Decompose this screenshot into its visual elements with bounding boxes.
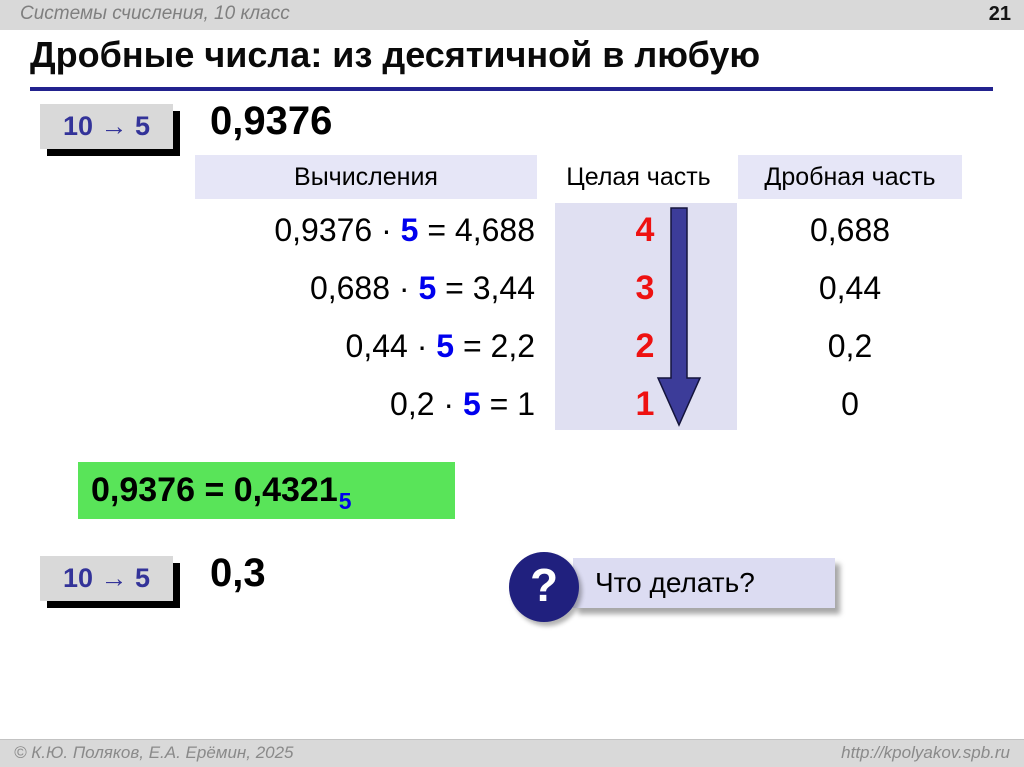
table-header-fractional-part: Дробная часть: [738, 155, 962, 199]
calc-left: 0,688 ·: [309, 269, 419, 306]
table-row-calc: 0,9376 · 5 = 4,688: [195, 202, 535, 258]
table-header-calculations: Вычисления: [195, 155, 537, 199]
table-row-fraction: 0,688: [809, 211, 891, 248]
table-row-fraction: 0,44: [818, 269, 882, 306]
calc-right: = 1: [480, 385, 535, 422]
table-row-calc: 0,688 · 5 = 3,44: [195, 260, 535, 316]
base-conversion-badge-1: 10 → 5: [40, 104, 173, 149]
calc-left: 0,2 ·: [390, 385, 463, 422]
calc-right: = 3,44: [436, 269, 535, 306]
title-underline: [30, 87, 993, 91]
page-title: Дробные числа: из десятичной в любую: [30, 34, 761, 75]
what-to-do-button[interactable]: Что делать?: [573, 558, 835, 608]
base-conversion-badge-2: 10 → 5: [40, 556, 173, 601]
calc-multiplier: 5: [400, 211, 419, 248]
table-row-fraction: 0,2: [827, 327, 873, 364]
result-equation: 0,9376 = 0,4321: [91, 471, 338, 509]
source-number-2: 0,3: [210, 551, 266, 595]
table-row-calc: 0,2 · 5 = 1: [195, 376, 535, 432]
what-to-do-label: Что делать?: [595, 567, 755, 598]
table-row-integer-digit: 4: [635, 210, 655, 249]
footer-url[interactable]: http://kpolyakov.spb.ru: [841, 743, 1010, 762]
table-row-integer-digit: 1: [635, 384, 655, 423]
reading-order-down-arrow-icon: [656, 207, 702, 427]
calc-multiplier: 5: [436, 327, 455, 364]
page-number: 21: [988, 3, 1011, 25]
table-header-integer-part: Целая часть: [537, 155, 740, 199]
source-number-1: 0,9376: [210, 99, 333, 143]
question-icon[interactable]: ?: [509, 552, 579, 622]
calc-right: = 2,2: [454, 327, 535, 364]
calc-multiplier: 5: [462, 385, 481, 422]
table-row-integer-digit: 2: [635, 326, 655, 365]
top-bar: Системы счисления, 10 класс 21: [0, 0, 1024, 30]
question-mark-glyph: ?: [529, 559, 559, 611]
footer-authors: © К.Ю. Поляков, Е.А. Ерёмин, 2025: [14, 743, 294, 762]
integer-column-background: [555, 203, 737, 430]
table-row-fraction: 0: [841, 385, 859, 422]
calc-right: = 4,688: [418, 211, 535, 248]
table-row-integer-digit: 3: [635, 268, 655, 307]
calc-left: 0,44 ·: [345, 327, 437, 364]
course-title: Системы счисления, 10 класс: [20, 3, 290, 24]
table-row-calc: 0,44 · 5 = 2,2: [195, 318, 535, 374]
calc-left: 0,9376 ·: [274, 211, 401, 248]
result-base-subscript: 5: [338, 488, 352, 514]
calc-multiplier: 5: [418, 269, 437, 306]
result-highlight: 0,9376 = 0,4321 5: [78, 462, 455, 519]
footer-bar: © К.Ю. Поляков, Е.А. Ерёмин, 2025 http:/…: [0, 739, 1024, 767]
